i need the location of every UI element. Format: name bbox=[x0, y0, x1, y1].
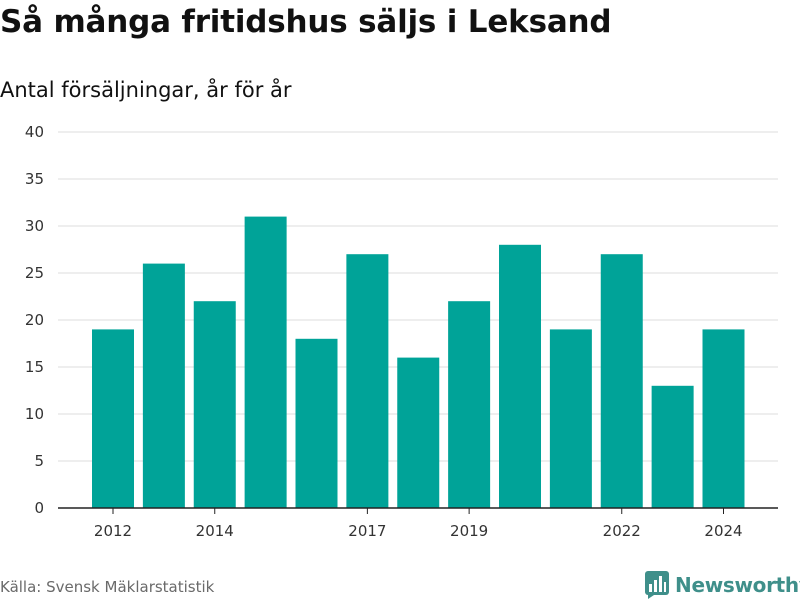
y-tick-label: 30 bbox=[25, 217, 44, 235]
bar-2013 bbox=[142, 263, 185, 508]
y-axis-ticks: 0 5 10 15 20 25 30 35 40 bbox=[25, 123, 44, 517]
bar-2017 bbox=[346, 254, 389, 508]
y-tick-label: 25 bbox=[25, 264, 44, 282]
bar-2012 bbox=[92, 329, 134, 508]
bar-2021 bbox=[549, 329, 592, 508]
y-tick-label: 0 bbox=[34, 499, 44, 517]
y-tick-label: 5 bbox=[34, 452, 44, 470]
bars bbox=[92, 216, 745, 509]
y-tick-label: 20 bbox=[25, 311, 44, 329]
x-axis-ticks: 2012 2014 2017 2019 2022 2024 bbox=[94, 508, 743, 540]
source-note: Källa: Svensk Mäklarstatistik bbox=[0, 578, 215, 596]
bar-2014 bbox=[193, 301, 236, 508]
x-tick-label: 2022 bbox=[603, 522, 641, 540]
bar-chart: 0 5 10 15 20 25 30 35 40 2012 2014 2017 2019 2022 202… bbox=[25, 123, 778, 540]
chart-subtitle: Antal försäljningar, år för år bbox=[0, 78, 292, 102]
y-tick-label: 40 bbox=[25, 123, 44, 141]
bar-2024 bbox=[702, 329, 745, 508]
x-tick-label: 2017 bbox=[348, 522, 386, 540]
bar-2022 bbox=[600, 254, 643, 508]
x-tick-label: 2024 bbox=[704, 522, 742, 540]
bar-2018 bbox=[397, 357, 440, 508]
chart-title: Så många fritidshus säljs i Leksand bbox=[0, 4, 612, 40]
bar-2020 bbox=[499, 244, 541, 509]
bar-2016 bbox=[295, 338, 338, 508]
x-tick-label: 2014 bbox=[196, 522, 234, 540]
y-tick-label: 15 bbox=[25, 358, 44, 376]
x-tick-label: 2012 bbox=[94, 522, 132, 540]
bar-chart-logo-icon bbox=[645, 571, 669, 599]
brand-name: Newsworthy bbox=[675, 573, 800, 597]
brand-logo: Newsworthy bbox=[645, 571, 800, 599]
bar-2015 bbox=[244, 216, 287, 508]
y-tick-label: 10 bbox=[25, 405, 44, 423]
y-tick-label: 35 bbox=[25, 170, 44, 188]
bar-2019 bbox=[448, 301, 491, 508]
x-tick-label: 2019 bbox=[450, 522, 488, 540]
bar-2023 bbox=[651, 385, 694, 508]
